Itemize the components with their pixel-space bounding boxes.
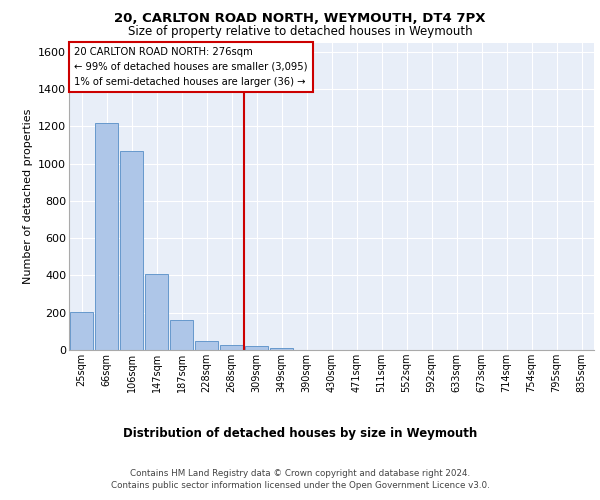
Text: Distribution of detached houses by size in Weymouth: Distribution of detached houses by size … (123, 428, 477, 440)
Text: Contains HM Land Registry data © Crown copyright and database right 2024.
Contai: Contains HM Land Registry data © Crown c… (110, 468, 490, 490)
Bar (220, 346, 243, 350)
Bar (70, 312, 93, 350)
Bar (170, 320, 193, 350)
Bar (95, 122, 118, 350)
Text: 20 CARLTON ROAD NORTH: 276sqm
← 99% of detached houses are smaller (3,095)
1% of: 20 CARLTON ROAD NORTH: 276sqm ← 99% of d… (74, 47, 308, 86)
Bar (145, 274, 168, 350)
Y-axis label: Number of detached properties: Number of detached properties (23, 108, 32, 284)
Text: Size of property relative to detached houses in Weymouth: Size of property relative to detached ho… (128, 25, 472, 38)
Text: 20, CARLTON ROAD NORTH, WEYMOUTH, DT4 7PX: 20, CARLTON ROAD NORTH, WEYMOUTH, DT4 7P… (114, 12, 486, 26)
Bar (245, 346, 268, 350)
Bar (120, 150, 143, 350)
Bar (270, 348, 293, 350)
Bar (195, 340, 218, 350)
